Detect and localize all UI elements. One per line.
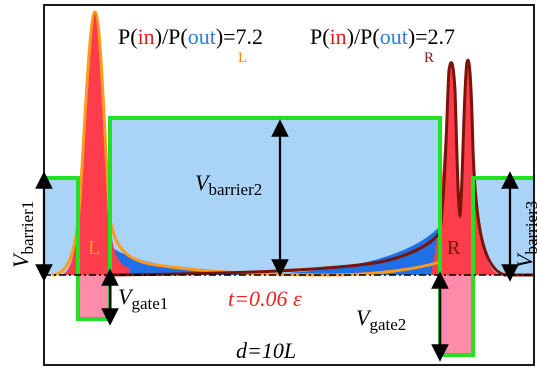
left-dot-label: L <box>88 237 100 259</box>
gate2-well <box>440 275 473 355</box>
right-ratio-subscript: R <box>424 50 434 66</box>
right-ratio-label: P(in)/P(out)=2.7 <box>310 24 455 49</box>
gate1-well <box>78 275 110 319</box>
left-ratio-label: P(in)/P(out)=7.2 <box>118 24 263 49</box>
left-ratio-subscript: L <box>238 50 247 66</box>
potential-outline <box>44 116 533 357</box>
right-dot-label: R <box>447 237 461 259</box>
length-label: d=10L <box>236 338 296 363</box>
v-gate2-label: Vgate2 <box>356 305 406 334</box>
left-dot-density <box>60 12 130 275</box>
left-density-curve <box>51 10 441 277</box>
v-gate1-label: Vgate1 <box>118 284 168 313</box>
right-density-curve <box>109 58 533 277</box>
barrier2-region <box>110 118 440 275</box>
time-label: t=0.06 ε <box>228 286 302 311</box>
v-barrier3-label: Vbarrier3 <box>512 201 537 268</box>
v-barrier1-label: Vbarrier1 <box>8 201 37 268</box>
v-barrier2-label: Vbarrier2 <box>195 170 262 199</box>
